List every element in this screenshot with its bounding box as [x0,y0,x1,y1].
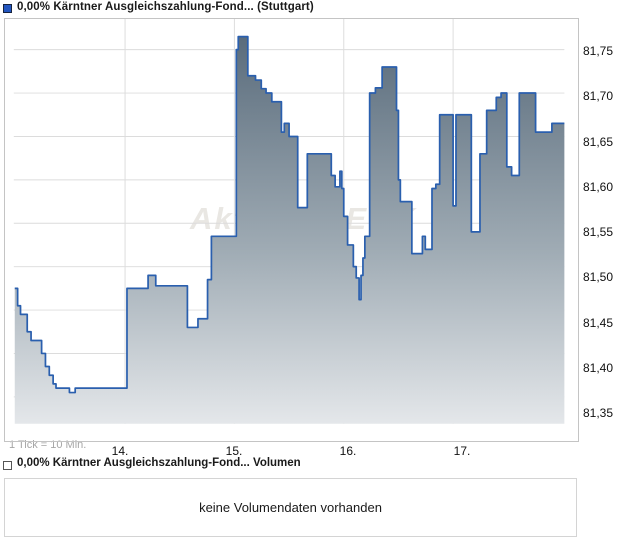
y-axis-label: 81,35 [583,406,614,420]
y-axis-label: 81,55 [583,225,614,239]
y-axis-label: 81,45 [583,315,614,330]
y-axis-label: 81,60 [583,179,614,194]
price-area-chart [13,18,565,424]
x-axis-label: 14. [111,444,129,458]
x-axis-label: 16. [339,444,357,458]
y-axis-label: 81,50 [583,270,614,285]
price-chart-header: 0,00% Kärntner Ausgleichszahlung-Fond...… [0,0,620,17]
price-legend-square-icon [3,4,12,13]
y-axis-label: 81,65 [583,134,614,149]
volume-chart-title: 0,00% Kärntner Ausgleichszahlung-Fond...… [17,457,301,469]
no-volume-message: keine Volumendaten vorhanden [199,500,382,515]
y-axis-label: 81,40 [583,360,614,375]
volume-legend-square-icon [3,461,12,470]
x-axis-label: 15. [225,444,243,458]
y-axis-label: 81,75 [583,44,614,58]
tick-interval-note: 1 Tick = 10 Min. [9,439,87,451]
price-chart-title: 0,00% Kärntner Ausgleichszahlung-Fond...… [17,1,314,13]
volume-chart-header: 0,00% Kärntner Ausgleichszahlung-Fond...… [0,457,620,473]
volume-panel: keine Volumendaten vorhanden [4,478,577,537]
price-chart-plot: AktienCHECK 1 Tick = 10 Min. [4,18,578,451]
y-axis-label: 81,70 [583,89,614,104]
x-axis-label: 17. [453,444,471,458]
